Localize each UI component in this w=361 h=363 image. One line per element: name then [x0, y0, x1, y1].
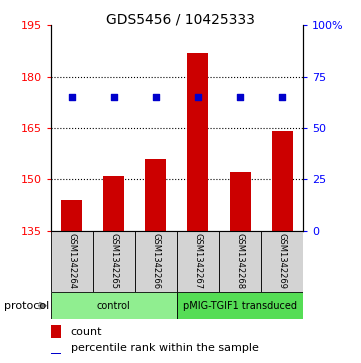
Text: control: control	[97, 301, 131, 311]
Bar	[145, 159, 166, 231]
Bar	[51, 292, 177, 319]
Point	[69, 94, 74, 100]
Point	[195, 94, 201, 100]
Bar	[230, 172, 251, 231]
Bar	[219, 231, 261, 292]
Text: GDS5456 / 10425333: GDS5456 / 10425333	[106, 13, 255, 27]
Text: GSM1342265: GSM1342265	[109, 233, 118, 289]
Bar	[103, 176, 124, 231]
Text: pMIG-TGIF1 transduced: pMIG-TGIF1 transduced	[183, 301, 297, 311]
Point	[237, 94, 243, 100]
Point	[153, 94, 159, 100]
Bar	[61, 200, 82, 231]
Text: GSM1342268: GSM1342268	[236, 233, 244, 289]
Text: percentile rank within the sample: percentile rank within the sample	[70, 343, 258, 352]
Text: GSM1342269: GSM1342269	[278, 233, 287, 289]
Bar	[51, 325, 61, 338]
Text: GSM1342267: GSM1342267	[193, 233, 203, 289]
Bar	[261, 231, 303, 292]
Bar	[271, 131, 293, 231]
Text: GSM1342264: GSM1342264	[67, 233, 76, 289]
Bar	[93, 231, 135, 292]
Text: protocol: protocol	[4, 301, 49, 311]
Bar	[177, 292, 303, 319]
Text: GSM1342266: GSM1342266	[151, 233, 160, 289]
Bar	[51, 231, 93, 292]
Point	[279, 94, 285, 100]
Bar	[135, 231, 177, 292]
Bar	[51, 353, 61, 354]
Text: count: count	[70, 327, 102, 337]
Bar	[187, 53, 208, 231]
Point	[111, 94, 117, 100]
Bar	[177, 231, 219, 292]
